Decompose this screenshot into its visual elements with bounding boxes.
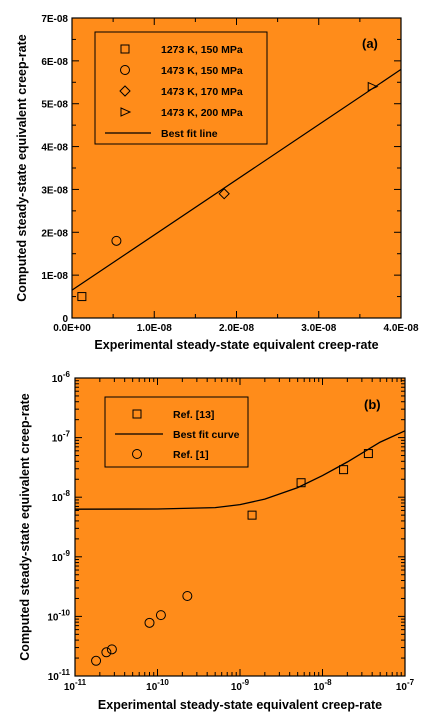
legend-label-a: 1473 K, 150 MPa [161, 65, 243, 77]
y-tick-label-a: 2E-08 [41, 228, 68, 239]
x-tick-label-a: 3.0E-08 [301, 323, 336, 334]
legend-label-b: Ref. [13] [173, 409, 214, 421]
x-tick-label-a: 4.0E-08 [383, 323, 418, 334]
y-tick-label-b: 10-11 [48, 668, 71, 683]
x-tick-label-b: 10-11 [64, 678, 87, 693]
data-point-a [111, 235, 122, 246]
y-axis-label-a: Computed steady-state equivalent creep-r… [15, 34, 29, 301]
data-point-a [77, 292, 87, 302]
x-tick-label-a: 2.0E-08 [219, 323, 254, 334]
y-tick-label-b: 10-10 [47, 608, 70, 623]
y-tick-label-a: 7E-08 [41, 14, 68, 25]
legend-marker-a [120, 44, 130, 54]
y-tick-label-a: 1E-08 [41, 271, 68, 282]
legend-marker-b [132, 409, 142, 419]
fit-curve-b [74, 430, 406, 510]
y-tick-label-b: 10-9 [52, 549, 71, 564]
y-tick-label-b: 10-8 [52, 489, 71, 504]
data-point-b [101, 647, 112, 658]
data-point-b [363, 449, 373, 459]
x-tick-label-a: 0.0E+00 [53, 323, 91, 334]
legend-marker-a [119, 85, 131, 97]
data-point-b [106, 644, 117, 655]
y-tick-label-b: 10-7 [52, 430, 71, 445]
legend-label-b: Ref. [1] [173, 449, 209, 461]
y-tick-label-a: 6E-08 [41, 57, 68, 68]
panel-label-a: (a) [362, 36, 378, 51]
legend-label-a: 1273 K, 150 MPa [161, 44, 243, 56]
x-tick-label-b: 10-9 [231, 678, 250, 693]
data-point-b [144, 617, 155, 628]
plot-frame-b [74, 377, 406, 677]
legend-label-a: 1473 K, 170 MPa [161, 86, 243, 98]
y-tick-label-b: 10-6 [52, 370, 71, 385]
y-tick-label-a: 4E-08 [41, 143, 68, 154]
data-point-b [247, 510, 257, 520]
legend-b [104, 396, 249, 468]
data-point-b [155, 610, 166, 621]
x-axis-label-b: Experimental steady-state equivalent cre… [98, 698, 382, 712]
data-point-b [91, 655, 102, 666]
data-point-b [182, 590, 193, 601]
chart-a: 0.0E+00 1.0E-08 2.0E-08 3.0E-08 4.0E-08 0 1E-0… [15, 14, 419, 352]
data-point-a [367, 81, 379, 92]
y-tick-label-a: 0 [62, 314, 68, 325]
chart-b: 10-11 10-10 10-9 10-8 10-7 10-11 10-10 10-9 10-8… [18, 370, 415, 712]
data-point-b [339, 465, 349, 475]
legend-label-a: Best fit line [161, 128, 218, 140]
x-tick-label-b: 10-10 [146, 678, 169, 693]
y-tick-label-a: 3E-08 [41, 185, 68, 196]
panel-label-b: (b) [364, 397, 381, 412]
plot-frame-a [71, 17, 402, 319]
data-point-a [218, 188, 230, 200]
y-tick-label-a: 5E-08 [41, 100, 68, 111]
legend-label-b: Best fit curve [173, 429, 240, 441]
legend-marker-b [132, 449, 142, 459]
x-tick-label-b: 10-8 [313, 678, 332, 693]
x-axis-label-a: Experimental steady-state equivalent cre… [94, 338, 378, 352]
legend-marker-a [120, 65, 130, 75]
data-point-b [296, 478, 306, 488]
x-tick-label-a: 1.0E-08 [137, 323, 172, 334]
fit-line-a [71, 68, 402, 291]
y-axis-label-b: Computed steady-state equivalent creep-r… [18, 393, 32, 660]
x-tick-label-b: 10-7 [396, 678, 415, 693]
legend-marker-a [120, 107, 132, 117]
legend-label-a: 1473 K, 200 MPa [161, 107, 243, 119]
